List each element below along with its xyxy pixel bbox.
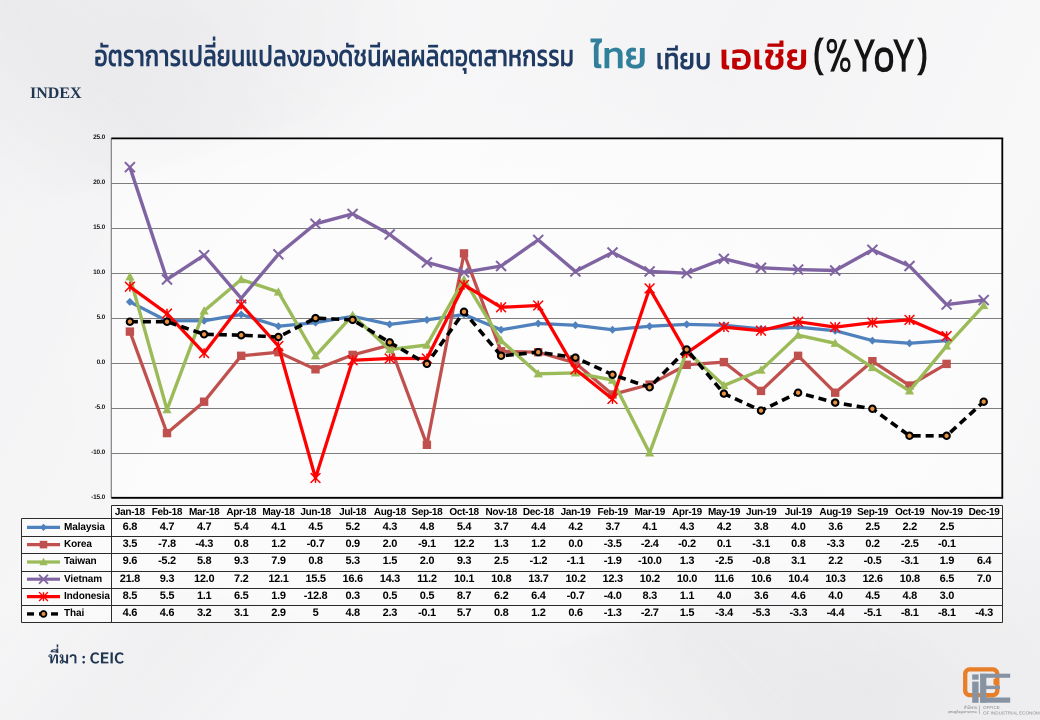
svg-text:OF INDUSTRIAL ECONOMICS: OF INDUSTRIAL ECONOMICS — [983, 711, 1040, 716]
svg-text:OFFICE: OFFICE — [983, 705, 1000, 710]
